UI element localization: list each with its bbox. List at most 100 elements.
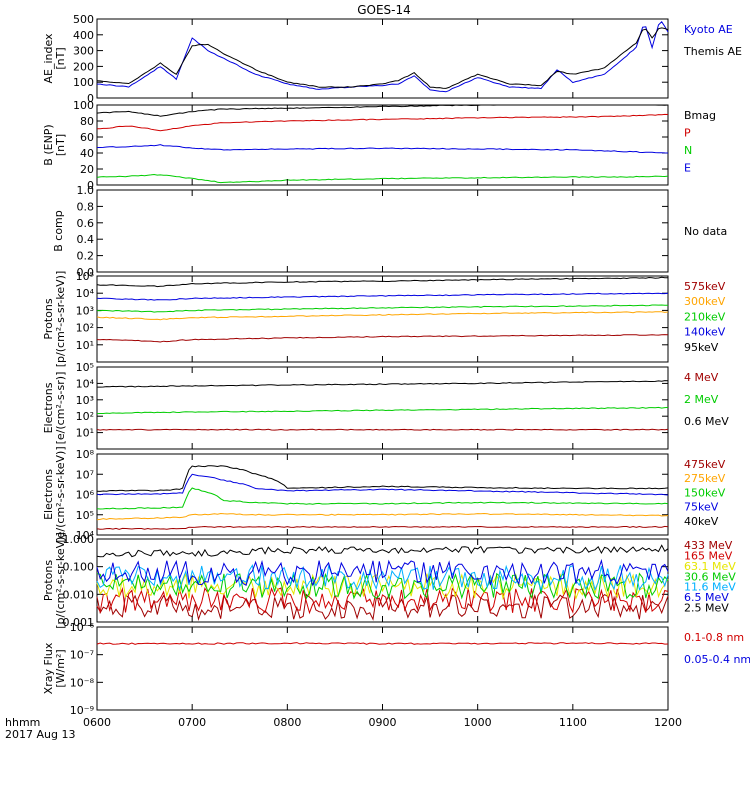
legend-label: 0.1-0.8 nm (684, 631, 744, 644)
y-tick-label: 10⁴ (76, 529, 95, 542)
y-tick-label: 10³ (76, 304, 94, 317)
legend-label: 275keV (684, 472, 726, 485)
x-tick-label: 0900 (369, 716, 397, 729)
y-axis-label-line: Electrons (42, 382, 55, 433)
y-axis-label-line: [p/(cm²-s-sr-keV)] (54, 271, 67, 368)
y-axis-label: B comp (52, 210, 65, 252)
series-line-e (97, 144, 669, 154)
panel-electrons_mev: 10¹ 10² 10³ 10⁴ 10⁵ Electrons[e/(cm²-s-sr)] 4 … (42, 361, 729, 450)
y-axis-label: Xray Flux[W/m²] (42, 642, 67, 694)
series-line-210kev (96, 304, 669, 313)
y-tick-label: 80 (80, 115, 94, 128)
x-tick-label: 0800 (273, 716, 301, 729)
series-line-2-5-mev (96, 544, 669, 558)
series-line-kyoto-ae (97, 21, 669, 93)
legend-label: 63.1 MeV (684, 560, 736, 573)
x-tick-label: 0600 (83, 716, 111, 729)
legend-label: P (684, 127, 691, 140)
series-line-4-mev (96, 428, 669, 431)
panel-protons_low: 10¹ 10² 10³ 10⁴ 10⁵ Protons[p/(cm²-s-sr-keV)]… (42, 270, 726, 367)
series-line-300kev (96, 311, 669, 321)
legend-label: 575keV (684, 280, 726, 293)
series-line-75kev (96, 473, 669, 496)
y-tick-label: 400 (73, 29, 94, 42)
y-tick-label: 0.6 (77, 217, 95, 230)
series-line-n (96, 173, 669, 184)
y-axis-label-line: [nT] (54, 134, 67, 156)
y-tick-label: 10⁻⁹ (70, 704, 94, 717)
y-tick-label: 10¹ (76, 427, 94, 440)
legend-label: 0.05-0.4 nm (684, 653, 750, 666)
series-line-63-1-mev (96, 572, 669, 601)
time-axis: 0600 0700 0800 0900 1000 1100 1200 (83, 19, 682, 729)
series-line-275kev (96, 512, 669, 521)
panel-ae: 0 100 200 300 400 500 AE_index[nT] Kyoto AE Them… (42, 13, 742, 105)
legend-label: 40keV (684, 515, 719, 528)
series-line-themis-ae (96, 27, 669, 89)
y-axis-label-line: [p/(cm²-s-sr-keV)] (54, 532, 67, 629)
legend-label: 2 MeV (684, 393, 719, 406)
y-axis-label: Protons[p/(cm²-s-sr-keV)] (42, 532, 67, 629)
y-axis-label: Electrons[e/(cm²-s-sr-keV)] (42, 446, 67, 542)
legend-label: Bmag (684, 109, 716, 122)
panel-bcomp: 0.0 0.2 0.4 0.6 0.8 1.0 B comp No data (52, 184, 727, 279)
y-tick-label: 0.0 (77, 266, 95, 279)
x-label-date: 2017 Aug 13 (5, 728, 75, 741)
y-tick-label: 10⁴ (76, 287, 95, 300)
legend-label: 165 MeV (684, 549, 733, 562)
legend-label: 4 MeV (684, 371, 719, 384)
y-tick-label: 1.0 (77, 184, 95, 197)
x-tick-label: 1100 (559, 716, 587, 729)
y-tick-label: 10⁻⁶ (70, 621, 95, 634)
y-axis-label: AE_index[nT] (42, 33, 67, 84)
y-axis-label-line: [e/(cm²-s-sr)] (54, 372, 67, 445)
y-tick-label: 10⁵ (76, 270, 94, 283)
panel-frame (96, 189, 669, 273)
y-tick-label: 1.000 (63, 533, 95, 546)
series-line-2-mev (96, 406, 669, 415)
series-line-40kev (96, 465, 669, 492)
y-tick-label: 10⁸ (76, 448, 95, 461)
legend-label: 150keV (684, 486, 726, 499)
y-tick-label: 300 (73, 45, 94, 58)
legend-label: N (684, 144, 692, 157)
panel-electrons_kev: 10⁴ 10⁵ 10⁶ 10⁷ 10⁸ Electrons[e/(cm²-s-sr-keV… (42, 446, 726, 542)
y-tick-label: 10⁻⁷ (70, 649, 94, 662)
y-tick-label: 0.8 (77, 200, 95, 213)
y-axis-label: B (ENP)[nT] (42, 124, 67, 165)
series-line-p (97, 113, 669, 132)
y-tick-label: 40 (80, 147, 94, 160)
y-tick-label: 10⁶ (76, 489, 95, 502)
panel-b: 0 20 40 60 80 100 B (ENP)[nT] Bmag PNE (42, 99, 716, 192)
x-tick-label: 1000 (464, 716, 492, 729)
legend-label: No data (684, 225, 727, 238)
y-tick-label: 20 (80, 163, 94, 176)
x-tick-label: 0700 (178, 716, 206, 729)
legend-label: E (684, 162, 691, 175)
y-tick-label: 0.001 (63, 616, 95, 629)
y-axis-label-line: Electrons (42, 469, 55, 520)
y-axis-label: Electrons[e/(cm²-s-sr)] (42, 372, 67, 445)
legend-label: 475keV (684, 458, 726, 471)
legend-label: 2.5 MeV (684, 602, 729, 615)
legend-label: Kyoto AE (684, 23, 733, 36)
y-axis-label-line: B (ENP) (42, 124, 55, 165)
legend-label: 300keV (684, 295, 726, 308)
y-tick-label: 0.2 (77, 250, 95, 263)
legend-label: 30.6 MeV (684, 570, 736, 583)
series-line-575kev (96, 334, 669, 343)
y-tick-label: 100 (73, 76, 94, 89)
y-axis-label-line: [nT] (54, 47, 67, 69)
series-line-475kev (96, 525, 669, 530)
series-line-165-mev (96, 586, 669, 615)
y-tick-label: 10⁴ (76, 377, 95, 390)
y-axis-label-line: Protons (42, 298, 55, 339)
y-tick-label: 10⁻⁸ (70, 676, 95, 689)
y-tick-label: 100 (73, 99, 94, 112)
legend-label: Themis AE (683, 45, 742, 58)
legend-label: 0.6 MeV (684, 415, 729, 428)
y-tick-label: 0 (87, 92, 94, 105)
y-tick-label: 10² (76, 410, 94, 423)
